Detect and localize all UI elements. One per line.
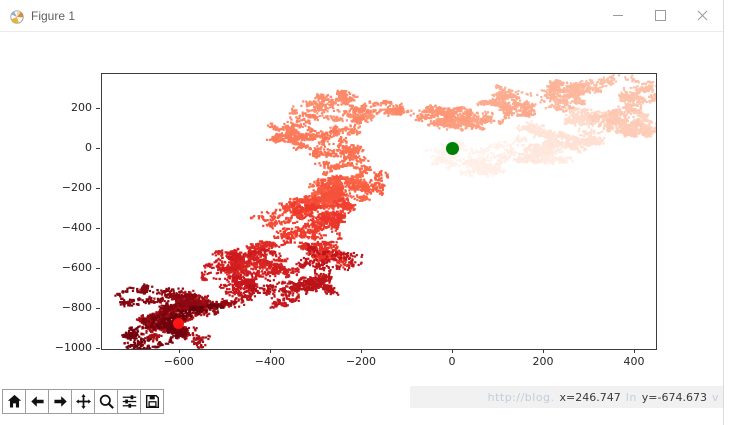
matplotlib-icon <box>10 9 24 24</box>
end-marker <box>173 317 185 329</box>
x-tickmark <box>178 349 180 353</box>
navigation-toolbar <box>2 389 164 414</box>
x-tickmark <box>269 349 271 353</box>
start-marker <box>446 142 460 156</box>
x-tick-label: −400 <box>254 355 285 368</box>
y-tick-label: 200 <box>71 101 92 115</box>
y-tickmark <box>96 107 100 109</box>
y-tickmark <box>96 227 100 229</box>
close-icon <box>697 10 708 21</box>
save-icon <box>145 394 159 409</box>
x-tick-label: 200 <box>532 355 554 368</box>
home-button[interactable] <box>2 389 26 414</box>
x-tickmark <box>543 349 545 353</box>
y-tickmark <box>96 307 100 309</box>
save-button[interactable] <box>140 389 164 414</box>
zoom-icon <box>99 394 114 409</box>
y-tick-label: 0 <box>85 141 92 155</box>
watermark-fragment: ln <box>625 390 637 404</box>
y-tick-label: −400 <box>61 221 92 235</box>
title-bar: Figure 1 <box>0 0 723 32</box>
pan-icon <box>75 393 91 410</box>
pan-button[interactable] <box>71 389 95 414</box>
minimize-button[interactable] <box>597 0 639 31</box>
window-controls <box>597 0 723 31</box>
back-icon <box>30 396 44 407</box>
maximize-button[interactable] <box>639 0 681 31</box>
x-tick-label: −200 <box>345 355 377 368</box>
y-tick-label: −200 <box>61 181 92 195</box>
x-tickmark <box>634 349 636 353</box>
maximize-icon <box>654 10 666 21</box>
configure-subplots-button[interactable] <box>117 389 141 414</box>
cursor-y-readout: y=-674.673 <box>641 390 707 404</box>
y-tickmark <box>96 347 100 349</box>
y-tick-label: −600 <box>61 261 92 275</box>
y-tickmark <box>96 187 100 189</box>
zoom-button[interactable] <box>94 389 118 414</box>
window-title: Figure 1 <box>31 8 76 23</box>
x-tickmark <box>360 349 362 353</box>
x-tickmark <box>451 349 453 353</box>
x-tick-label: 0 <box>448 355 456 368</box>
close-button[interactable] <box>681 0 723 31</box>
random-walk-plot[interactable] <box>102 74 656 349</box>
y-tickmark <box>96 147 100 149</box>
watermark-fragment-tail: v <box>711 390 719 404</box>
minimize-icon <box>613 15 623 16</box>
forward-button[interactable] <box>48 389 72 414</box>
x-tick-label: −600 <box>163 355 194 368</box>
watermark-text: http://blog. <box>487 390 555 404</box>
watermark-band: http://blog. x=246.747 ln y=-674.673 v <box>410 386 723 408</box>
back-button[interactable] <box>25 389 49 414</box>
x-tick-label: 400 <box>623 355 645 368</box>
y-tick-label: −1000 <box>54 341 92 355</box>
home-icon <box>7 394 21 408</box>
cursor-x-readout: x=246.747 <box>559 390 621 404</box>
y-tick-label: −800 <box>61 301 92 315</box>
axes-box[interactable] <box>101 73 657 350</box>
y-tickmark <box>96 267 100 269</box>
forward-icon <box>53 396 67 407</box>
configure-subplots-icon <box>122 395 136 408</box>
